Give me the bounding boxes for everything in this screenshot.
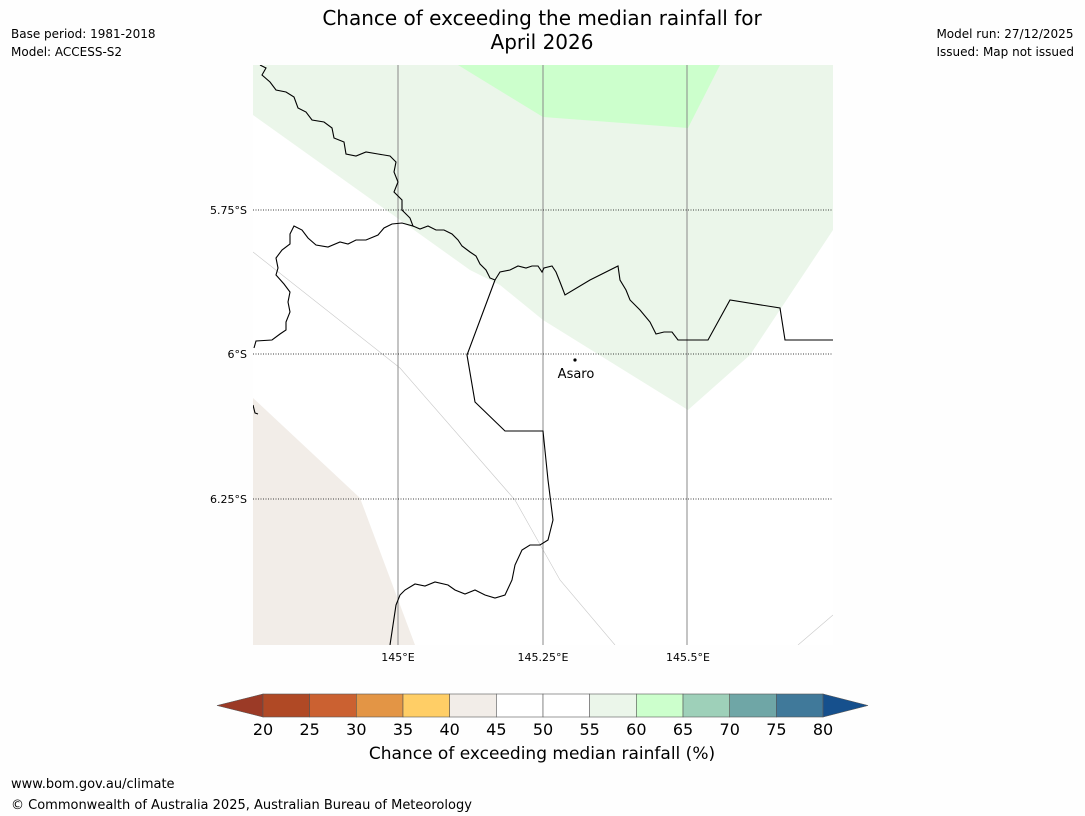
base-period: Base period: 1981-2018 <box>11 27 156 41</box>
lon-label-145-5: 145.5°E <box>666 651 710 664</box>
colorbar-tick-label: 30 <box>346 720 366 739</box>
title-line-2: April 2026 <box>490 30 594 54</box>
colorbar-tick-label: 40 <box>440 720 460 739</box>
colorbar-tick-label: 70 <box>720 720 740 739</box>
colorbar-segment <box>496 693 544 718</box>
colorbar-tick-label: 35 <box>393 720 413 739</box>
footer-url: www.bom.gov.au/climate <box>11 777 175 792</box>
colorbar-segment <box>776 693 824 718</box>
colorbar-tick-label: 75 <box>766 720 786 739</box>
colorbar-segment <box>682 693 731 718</box>
boundary-north <box>253 65 414 349</box>
place-label: Asaro <box>558 367 595 382</box>
colorbar-tick-label: 25 <box>299 720 319 739</box>
contour-line-1 <box>253 251 616 645</box>
boundary-west-stub <box>253 404 259 415</box>
colorbar-tick-label: 45 <box>486 720 506 739</box>
boundary-east-chimbu <box>389 279 554 645</box>
issued-status: Issued: Map not issued <box>936 45 1074 59</box>
lat-label-5-75: 5.75°S <box>210 204 247 217</box>
colorbar-tick-label: 65 <box>673 720 693 739</box>
place-marker <box>573 358 577 362</box>
colorbar-segment <box>449 693 497 718</box>
colorbar-tick-label: 20 <box>253 720 273 739</box>
colorbar-segment <box>262 693 310 718</box>
footer-copyright: © Commonwealth of Australia 2025, Austra… <box>11 798 472 813</box>
lon-label-145-25: 145.25°E <box>518 651 569 664</box>
title-line-1: Chance of exceeding the median rainfall … <box>322 6 762 30</box>
contour-line-2 <box>797 614 833 645</box>
colorbar-tick-label: 55 <box>580 720 600 739</box>
colorbar-segment <box>729 693 777 718</box>
boundary-central <box>412 225 833 341</box>
region-40-45 <box>253 398 415 645</box>
colorbar-segment <box>636 693 684 718</box>
colorbar-arrow-high <box>822 693 869 718</box>
colorbar-segment <box>309 693 357 718</box>
footer: www.bom.gov.au/climate © Commonwealth of… <box>11 774 472 816</box>
map-title: Chance of exceeding the median rainfall … <box>292 6 792 54</box>
meta-right: Model run: 27/12/2025 Issued: Map not is… <box>936 25 1074 61</box>
model-name: Model: ACCESS-S2 <box>11 45 123 59</box>
colorbar-segment <box>589 693 637 718</box>
colorbar-tick-label: 60 <box>626 720 646 739</box>
colorbar-label: Chance of exceeding median rainfall (%) <box>368 744 716 764</box>
colorbar-segment <box>356 693 404 718</box>
colorbar-segment <box>402 693 450 718</box>
colorbar-tick-label: 80 <box>813 720 833 739</box>
lat-label-6: 6°S <box>228 348 247 361</box>
model-run: Model run: 27/12/2025 <box>936 27 1074 41</box>
colorbar-tick-label: 50 <box>533 720 553 739</box>
lat-label-6-25: 6.25°S <box>210 493 247 506</box>
region-65-70 <box>458 65 720 128</box>
province-boundaries <box>253 65 833 645</box>
colorbar: 20 25 30 35 40 45 50 55 60 65 70 75 80 <box>216 693 869 739</box>
colorbar-segment <box>542 693 590 718</box>
colorbar-arrow-low <box>216 693 264 718</box>
lon-label-145: 145°E <box>381 651 414 664</box>
meta-left: Base period: 1981-2018 Model: ACCESS-S2 <box>11 25 156 61</box>
